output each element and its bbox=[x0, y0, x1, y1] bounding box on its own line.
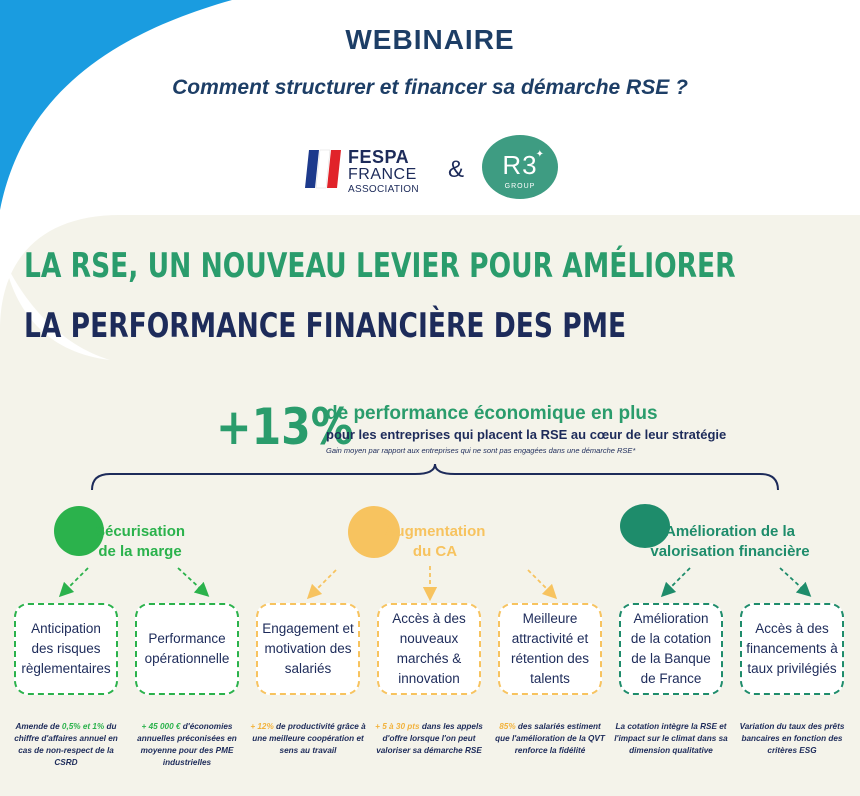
category-line2: de la marge bbox=[98, 543, 182, 560]
box-attractivite: Meilleure attractivité et rétention des … bbox=[498, 603, 602, 695]
note-performance: + 45 000 € d'économies annuelles préconi… bbox=[129, 721, 245, 769]
note-text: du chiffre d'affaires annuel en cas de n… bbox=[14, 722, 118, 767]
category-blob-green bbox=[54, 506, 104, 556]
note-text: de productivité grâce à une meilleure co… bbox=[252, 722, 366, 755]
note-text: Variation du taux des prêts bancaires en… bbox=[739, 722, 845, 755]
category-augmentation: Augmentation du CA bbox=[360, 522, 510, 562]
headline-line1: LA RSE, UN NOUVEAU LEVIER POUR AMÉLIORER bbox=[24, 246, 736, 286]
note-highlight: + 45 000 € bbox=[141, 722, 181, 731]
category-line1: Augmentation bbox=[384, 523, 486, 540]
category-line1: Amélioration de la bbox=[664, 523, 796, 540]
fespa-line1: FESPA bbox=[348, 147, 410, 167]
category-line2: du CA bbox=[412, 543, 458, 560]
note-highlight: 0,5% et 1% bbox=[61, 722, 105, 731]
r3-logo-main: R3 bbox=[502, 150, 538, 180]
fespa-line3: ASSOCIATION bbox=[348, 184, 419, 195]
grouping-brace bbox=[91, 463, 779, 491]
category-blob-teal bbox=[620, 504, 670, 548]
category-amelioration: Amélioration de la valorisation financiè… bbox=[622, 522, 838, 562]
stat-line2: pour les entreprises qui placent la RSE … bbox=[326, 427, 727, 442]
webinar-subtitle: Comment structurer et financer sa démarc… bbox=[172, 76, 688, 99]
note-cotation: La cotation intègre la RSE et l'impact s… bbox=[613, 721, 729, 757]
note-highlight: 85% bbox=[499, 722, 516, 731]
headline-line2: LA PERFORMANCE FINANCIÈRE DES PME bbox=[24, 306, 627, 346]
category-arrows bbox=[58, 566, 812, 602]
note-highlight: + 5 à 30 pts bbox=[375, 722, 420, 731]
category-securisation: Sécurisation de la marge bbox=[60, 522, 220, 562]
box-financements: Accès à des financements à taux privilég… bbox=[740, 603, 844, 695]
stat-value: +13% bbox=[216, 398, 354, 456]
box-performance: Performance opérationnelle bbox=[135, 603, 239, 695]
r3-logo-sub: GROUP bbox=[504, 183, 536, 190]
note-text: Amende de bbox=[15, 722, 62, 731]
stat-line1: de performance économique en plus bbox=[326, 403, 658, 424]
category-line2: valorisation financière bbox=[650, 543, 810, 560]
r3-group-logo: ✦ R3 GROUP bbox=[482, 135, 558, 199]
note-financements: Variation du taux des prêts bancaires en… bbox=[734, 721, 850, 757]
note-text: d'économies annuelles préconisées en moy… bbox=[137, 722, 237, 767]
note-text: dans les appels d'offre lorsque l'on peu… bbox=[376, 722, 483, 755]
box-cotation: Amélioration de la cotation de la Banque… bbox=[619, 603, 723, 695]
note-engagement: + 12% de productivité grâce à une meille… bbox=[250, 721, 366, 757]
partner-logos: FESPA FRANCE ASSOCIATION & ✦ R3 GROUP bbox=[300, 130, 570, 210]
stat-footnote: Gain moyen par rapport aux entreprises q… bbox=[326, 446, 636, 455]
note-highlight: + 12% bbox=[250, 722, 274, 731]
note-anticipation: Amende de 0,5% et 1% du chiffre d'affair… bbox=[8, 721, 124, 769]
note-text: La cotation intègre la RSE et l'impact s… bbox=[614, 722, 728, 755]
note-attractivite: 85% des salariés estiment que l'améliora… bbox=[492, 721, 608, 757]
fespa-line2: FRANCE bbox=[348, 166, 417, 183]
header-background bbox=[0, 0, 860, 370]
webinar-title: WEBINAIRE bbox=[345, 24, 515, 55]
note-acces-marches: + 5 à 30 pts dans les appels d'offre lor… bbox=[371, 721, 487, 757]
box-acces-marches: Accès à des nouveaux marchés & innovatio… bbox=[377, 603, 481, 695]
category-blob-yellow bbox=[348, 506, 400, 558]
fespa-logo-text: FESPA FRANCE ASSOCIATION bbox=[348, 148, 419, 195]
box-anticipation: Anticipation des risques règlementaires bbox=[14, 603, 118, 695]
bird-icon: ✦ bbox=[535, 149, 544, 160]
box-engagement: Engagement et motivation des salariés bbox=[256, 603, 360, 695]
french-flag-icon bbox=[305, 149, 341, 189]
ampersand: & bbox=[448, 156, 465, 183]
note-text: des salariés estiment que l'amélioration… bbox=[495, 722, 605, 755]
category-line1: Sécurisation bbox=[94, 523, 186, 540]
